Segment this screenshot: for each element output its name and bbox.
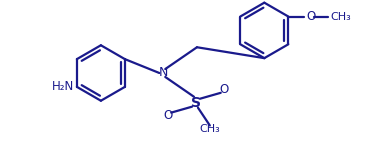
Text: CH₃: CH₃: [200, 124, 220, 134]
Text: H₂N: H₂N: [52, 80, 74, 93]
Text: O: O: [219, 83, 229, 96]
Text: S: S: [191, 96, 201, 110]
Text: CH₃: CH₃: [330, 12, 351, 22]
Text: O: O: [164, 109, 173, 122]
Text: N: N: [159, 66, 168, 80]
Text: O: O: [306, 10, 315, 23]
